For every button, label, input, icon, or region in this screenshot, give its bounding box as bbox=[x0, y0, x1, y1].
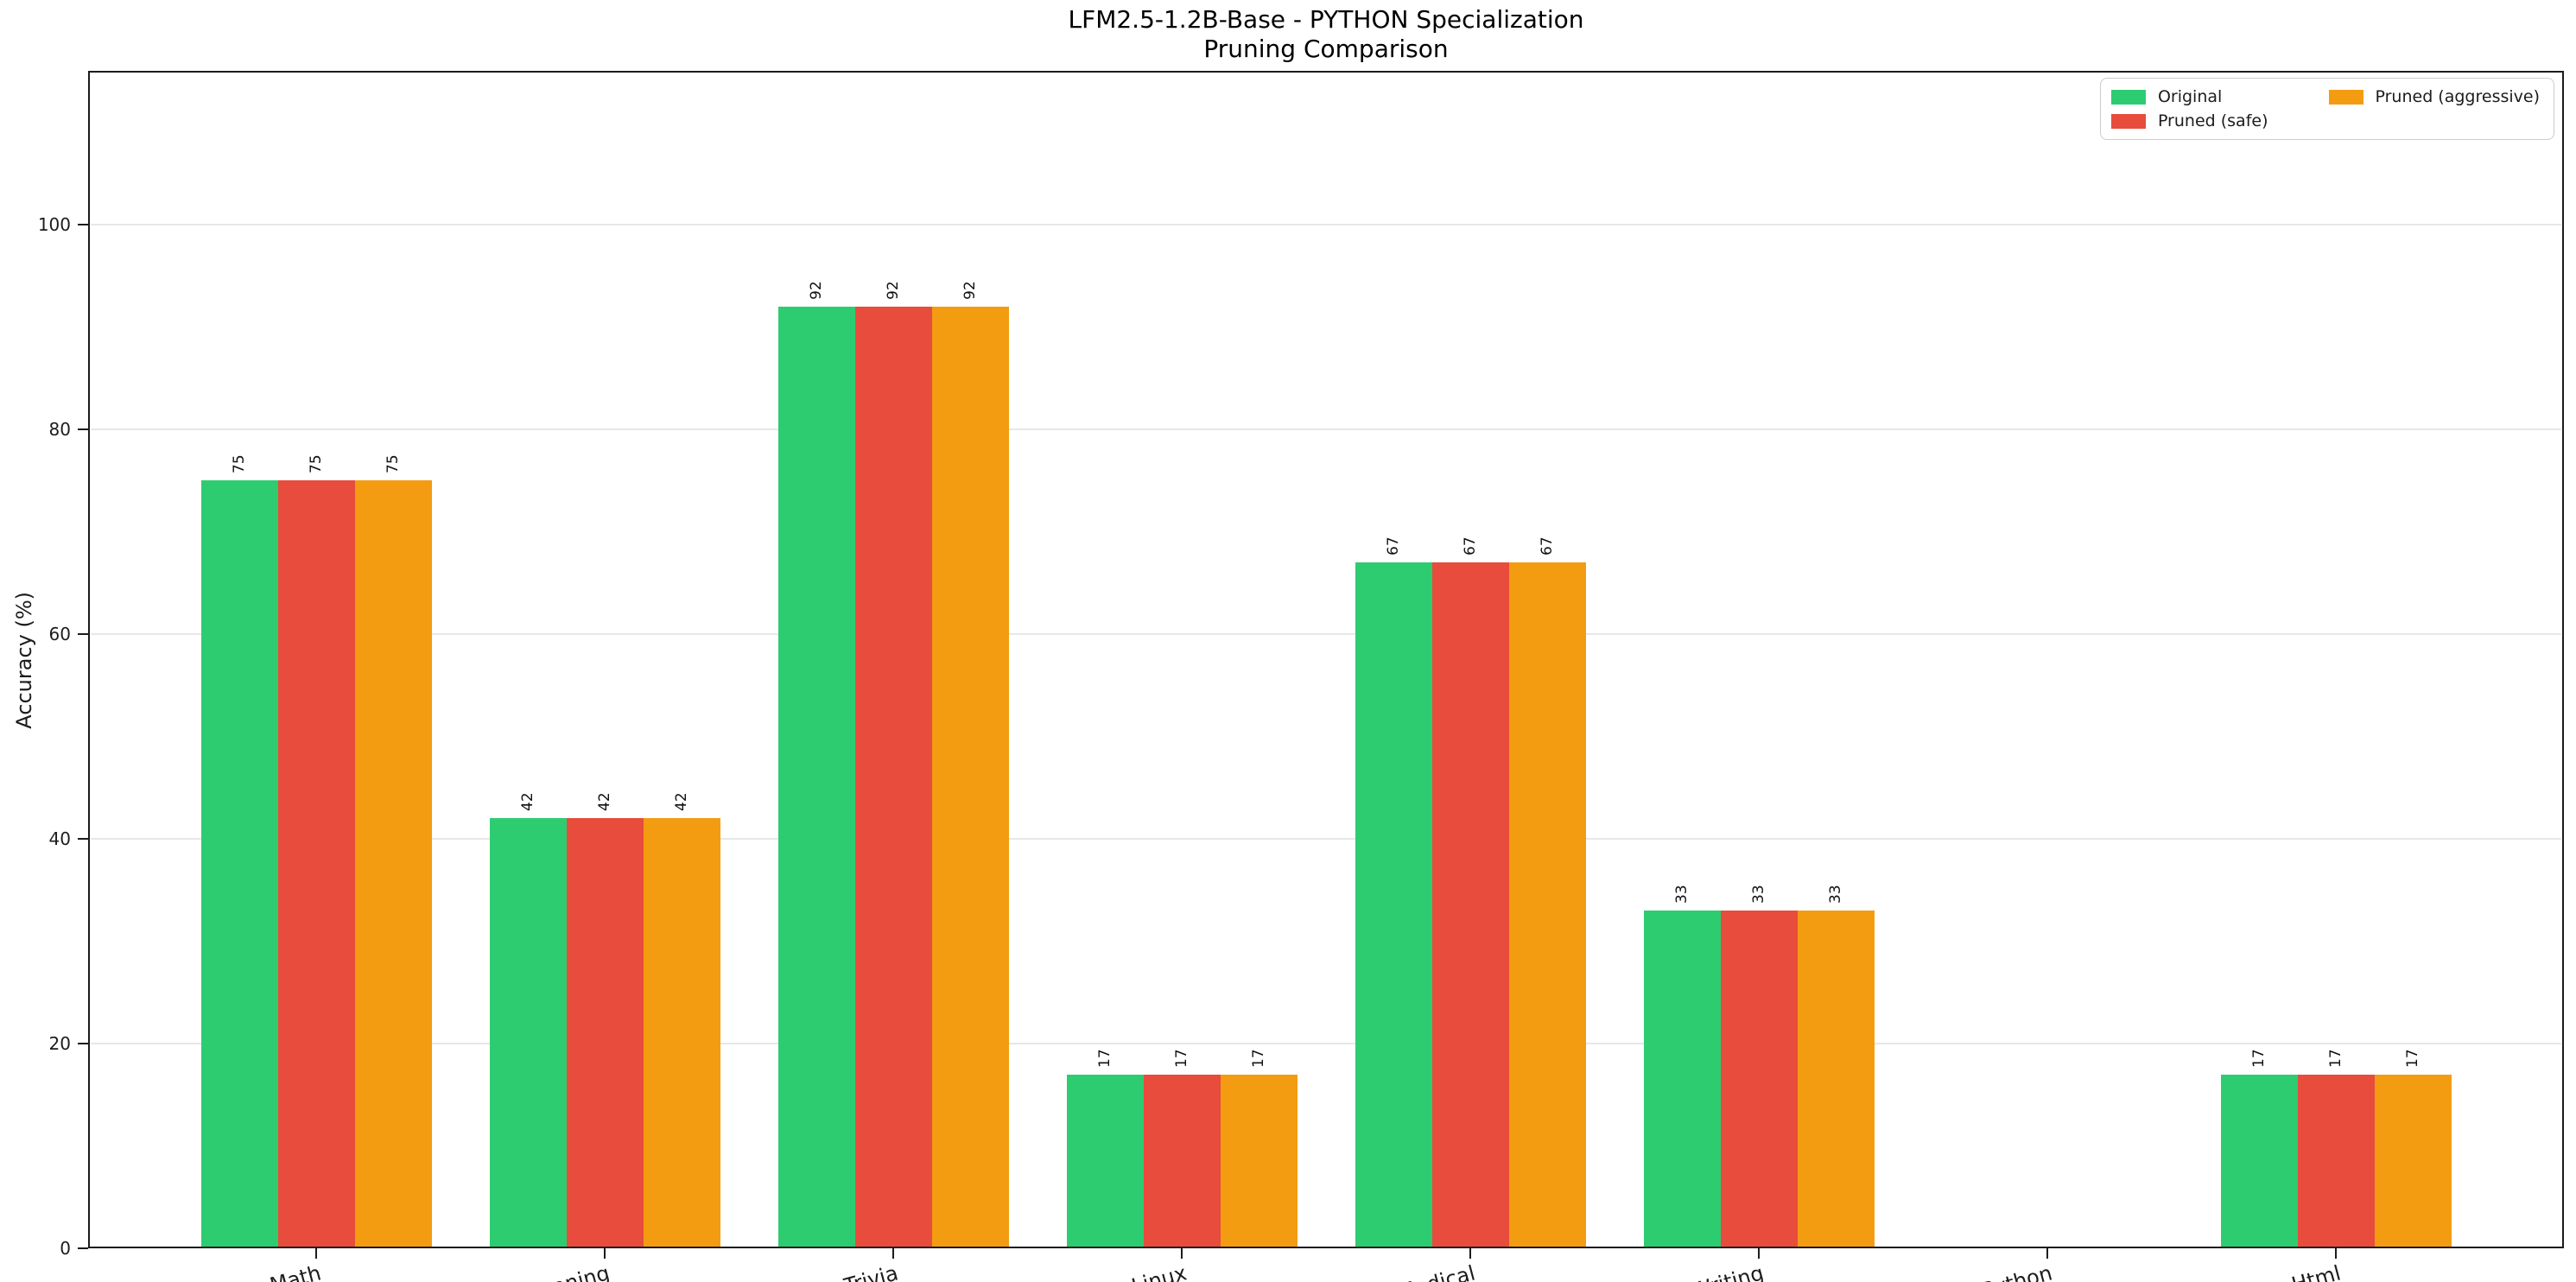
bar-value-text: 75 bbox=[384, 454, 402, 474]
x-tick-label-python: Python bbox=[1979, 1260, 2055, 1282]
bar-value-text: 42 bbox=[596, 792, 613, 812]
y-tick-label-40: 40 bbox=[48, 828, 71, 849]
bar-value-text: 42 bbox=[673, 792, 690, 812]
bar-pruned-safe-math bbox=[277, 480, 355, 1247]
legend-label-pruned-safe: Pruned (safe) bbox=[2157, 111, 2268, 130]
bar-value-text: 17 bbox=[2404, 1048, 2421, 1068]
legend-swatch-pruned-safe bbox=[2110, 113, 2146, 129]
bar-value-text: 92 bbox=[961, 280, 979, 300]
bar-value-text: 17 bbox=[2250, 1048, 2268, 1068]
bar-value-text: 17 bbox=[1250, 1048, 1267, 1068]
bar-pruned-safe-html bbox=[2297, 1074, 2375, 1247]
x-tick-label-trivia: Trivia bbox=[841, 1260, 901, 1282]
legend-item-pruned-safe: Pruned (safe) bbox=[2110, 111, 2268, 130]
bar-original-reasoning bbox=[489, 818, 567, 1247]
bar-original-writing bbox=[1643, 910, 1721, 1247]
bar-pruned-aggressive-medical bbox=[1508, 562, 1586, 1247]
y-axis-tick-100 bbox=[78, 223, 88, 226]
bar-pruned-aggressive-writing bbox=[1797, 910, 1875, 1247]
bar-value-text: 67 bbox=[1462, 536, 1479, 555]
x-tick-label-medical: Medical bbox=[1254, 1260, 1478, 1282]
x-axis-tick-linux bbox=[1180, 1248, 1183, 1259]
x-axis-tick-python bbox=[2046, 1248, 2049, 1259]
x-tick-label-math: Math bbox=[267, 1260, 324, 1282]
bar-value-text: 17 bbox=[1096, 1048, 1114, 1068]
bar-value-text: 33 bbox=[1673, 885, 1691, 904]
chart-title-line2: Pruning Comparison bbox=[1203, 35, 1449, 63]
legend-label-pruned-aggressive: Pruned (aggressive) bbox=[2375, 87, 2541, 106]
y-tick-label-100: 100 bbox=[37, 213, 71, 235]
bar-value-text: 33 bbox=[1750, 885, 1767, 904]
gridline-100 bbox=[91, 223, 2561, 225]
x-axis-tick-medical bbox=[1469, 1248, 1472, 1259]
legend-label-original: Original bbox=[2157, 87, 2223, 106]
x-axis-tick-html bbox=[2334, 1248, 2338, 1259]
x-tick-label-linux: Linux bbox=[1128, 1260, 1190, 1282]
gridline-60 bbox=[91, 632, 2561, 635]
x-axis-tick-math bbox=[314, 1248, 318, 1259]
y-axis-tick-40 bbox=[78, 837, 88, 841]
y-axis-tick-60 bbox=[78, 632, 88, 636]
chart-title: LFM2.5-1.2B-Base - PYTHON Specialization… bbox=[88, 5, 2564, 64]
plot-area bbox=[88, 71, 2564, 1248]
legend-swatch-original bbox=[2110, 89, 2146, 105]
y-axis-tick-20 bbox=[78, 1042, 88, 1045]
y-axis-tick-80 bbox=[78, 428, 88, 431]
x-tick-label-writing: Writing bbox=[1543, 1260, 1767, 1282]
y-tick-label-60: 60 bbox=[48, 623, 71, 644]
y-axis-tick-0 bbox=[78, 1247, 88, 1250]
bar-original-html bbox=[2220, 1074, 2298, 1247]
bar-pruned-aggressive-math bbox=[354, 480, 432, 1247]
bar-value-text: 17 bbox=[2327, 1048, 2344, 1068]
bar-original-math bbox=[200, 480, 278, 1247]
legend-item-original: Original bbox=[2110, 87, 2268, 106]
y-tick-label-20: 20 bbox=[48, 1032, 71, 1054]
bar-original-medical bbox=[1355, 562, 1432, 1247]
legend-item-pruned-aggressive: Pruned (aggressive) bbox=[2328, 87, 2541, 106]
bar-value-text: 75 bbox=[308, 454, 325, 474]
bar-original-trivia bbox=[777, 306, 855, 1247]
bar-pruned-aggressive-reasoning bbox=[643, 818, 720, 1247]
x-axis-tick-reasoning bbox=[603, 1248, 606, 1259]
bar-value-text: 92 bbox=[808, 280, 825, 300]
bar-value-text: 92 bbox=[885, 280, 902, 300]
bar-value-text: 17 bbox=[1173, 1048, 1190, 1068]
gridline-20 bbox=[91, 1042, 2561, 1044]
x-axis-tick-trivia bbox=[891, 1248, 895, 1259]
gridline-80 bbox=[91, 428, 2561, 430]
bar-value-text: 67 bbox=[1385, 536, 1402, 555]
x-tick-label-html: Html bbox=[2288, 1260, 2344, 1282]
bar-pruned-safe-reasoning bbox=[566, 818, 644, 1247]
legend: Original Pruned (safe) Pruned (aggressive) bbox=[2099, 78, 2554, 140]
y-axis-label: Accuracy (%) bbox=[12, 592, 36, 729]
bar-pruned-safe-trivia bbox=[854, 306, 932, 1247]
bar-pruned-safe-medical bbox=[1431, 562, 1509, 1247]
y-tick-label-80: 80 bbox=[48, 418, 71, 440]
bar-original-linux bbox=[1066, 1074, 1144, 1247]
x-axis-tick-writing bbox=[1757, 1248, 1761, 1259]
bar-pruned-aggressive-linux bbox=[1220, 1074, 1298, 1247]
bar-pruned-safe-writing bbox=[1720, 910, 1798, 1247]
bar-value-text: 67 bbox=[1539, 536, 1556, 555]
x-tick-label-reasoning: Reasoning bbox=[389, 1260, 612, 1282]
bar-value-text: 42 bbox=[519, 792, 536, 812]
bar-value-text: 75 bbox=[231, 454, 248, 474]
bar-pruned-aggressive-html bbox=[2374, 1074, 2452, 1247]
legend-swatch-pruned-aggressive bbox=[2328, 89, 2363, 105]
bar-value-text: 33 bbox=[1827, 885, 1844, 904]
chart-title-line1: LFM2.5-1.2B-Base - PYTHON Specialization bbox=[1068, 5, 1584, 34]
gridline-40 bbox=[91, 837, 2561, 840]
bar-pruned-aggressive-trivia bbox=[931, 306, 1009, 1247]
y-tick-label-0: 0 bbox=[60, 1238, 71, 1259]
bar-pruned-safe-linux bbox=[1143, 1074, 1221, 1247]
